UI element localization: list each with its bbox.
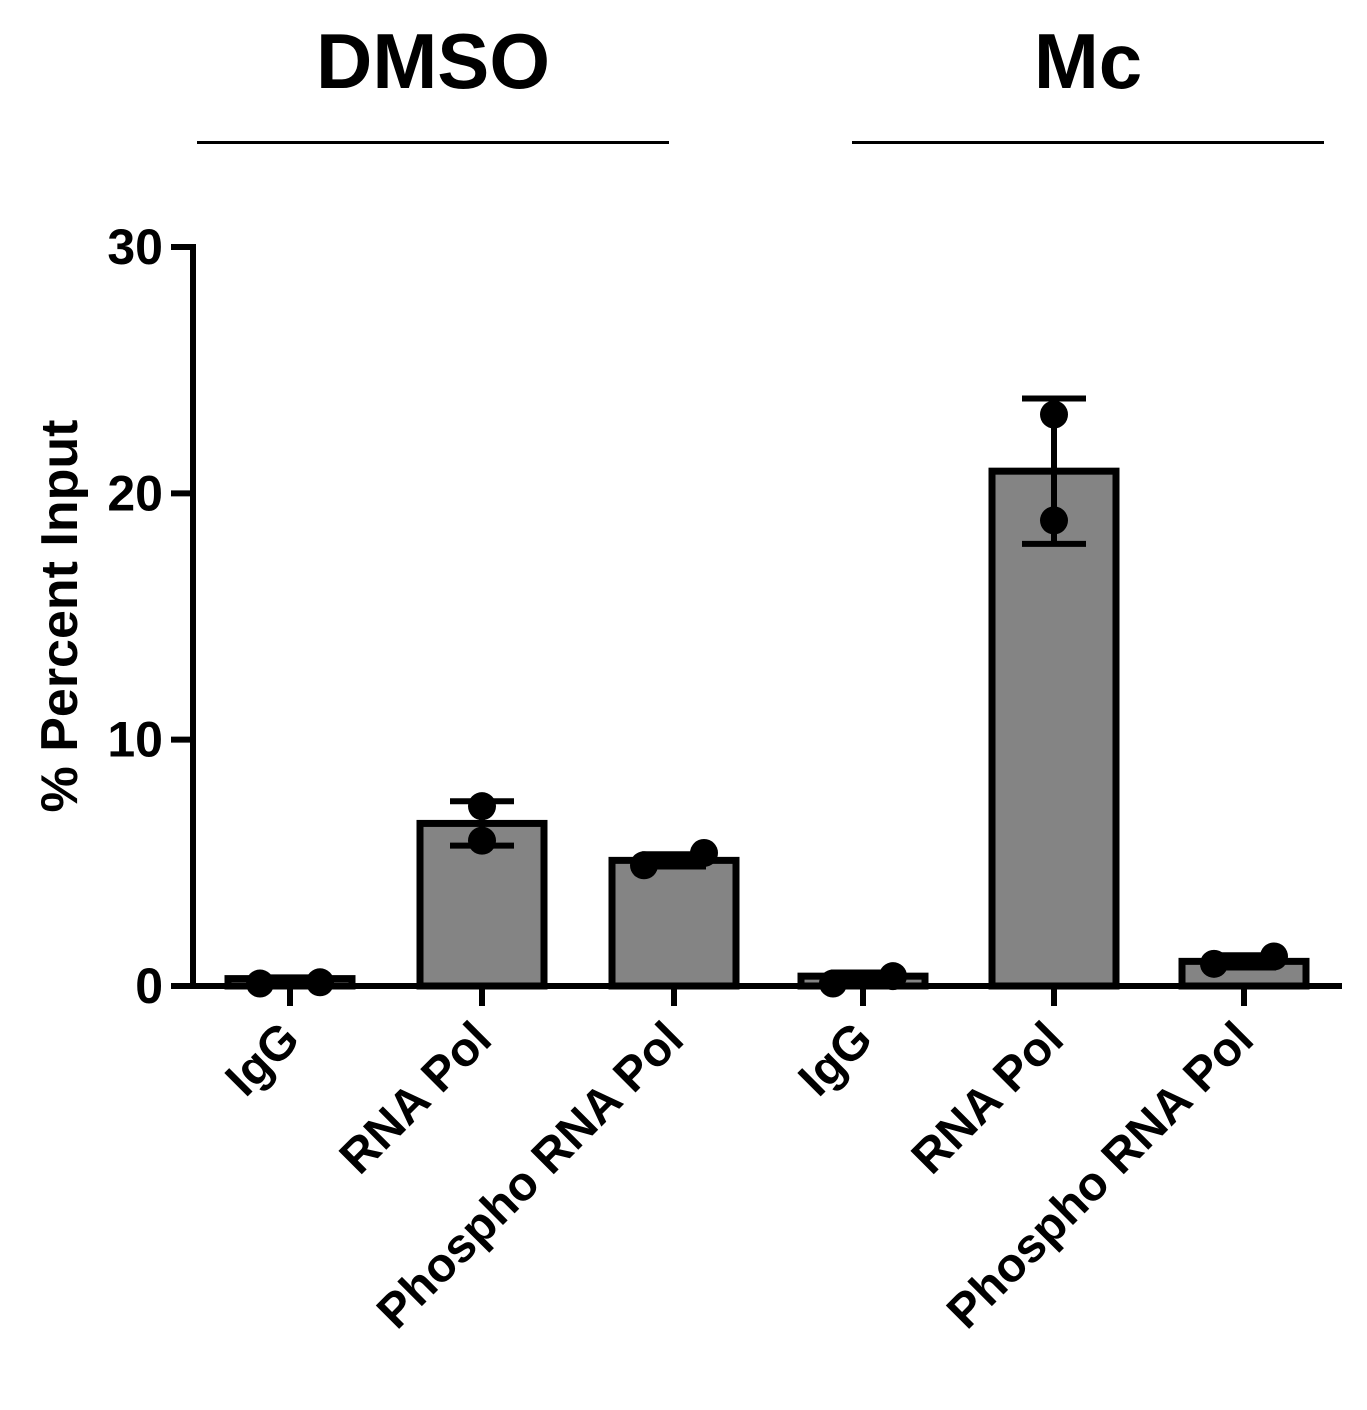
group-title-dmso: DMSO xyxy=(316,17,550,105)
bar-group-6 xyxy=(1178,942,1310,990)
bar-group-5 xyxy=(988,395,1120,990)
data-point xyxy=(690,838,718,867)
y-axis-label: % Percent Input xyxy=(31,420,89,813)
data-point xyxy=(468,826,496,855)
bar-group-1 xyxy=(224,968,356,998)
x-tick-label: RNA Pol xyxy=(330,1012,502,1184)
bar xyxy=(608,856,740,990)
bar-group-2 xyxy=(416,792,548,990)
y-tick-label: 10 xyxy=(107,712,163,768)
y-tick-label: 20 xyxy=(107,465,163,521)
data-point xyxy=(1260,942,1288,971)
data-point xyxy=(468,792,496,821)
data-point xyxy=(306,968,334,997)
bar xyxy=(988,467,1120,990)
x-tick-label: IgG xyxy=(789,1012,883,1106)
group-bracket-dmso xyxy=(197,141,669,144)
data-point xyxy=(1040,400,1068,429)
x-tick-label: RNA Pol xyxy=(902,1012,1074,1184)
y-tick-label: 30 xyxy=(107,219,163,275)
y-tick-label: 0 xyxy=(135,958,163,1014)
group-bracket-mc xyxy=(852,141,1324,144)
group-title-mc: Mc xyxy=(1033,17,1143,105)
data-point xyxy=(1200,949,1228,978)
x-tick-label: IgG xyxy=(216,1012,310,1106)
data-point xyxy=(630,851,658,880)
data-point xyxy=(1040,506,1068,535)
bar-group-3 xyxy=(608,838,740,990)
